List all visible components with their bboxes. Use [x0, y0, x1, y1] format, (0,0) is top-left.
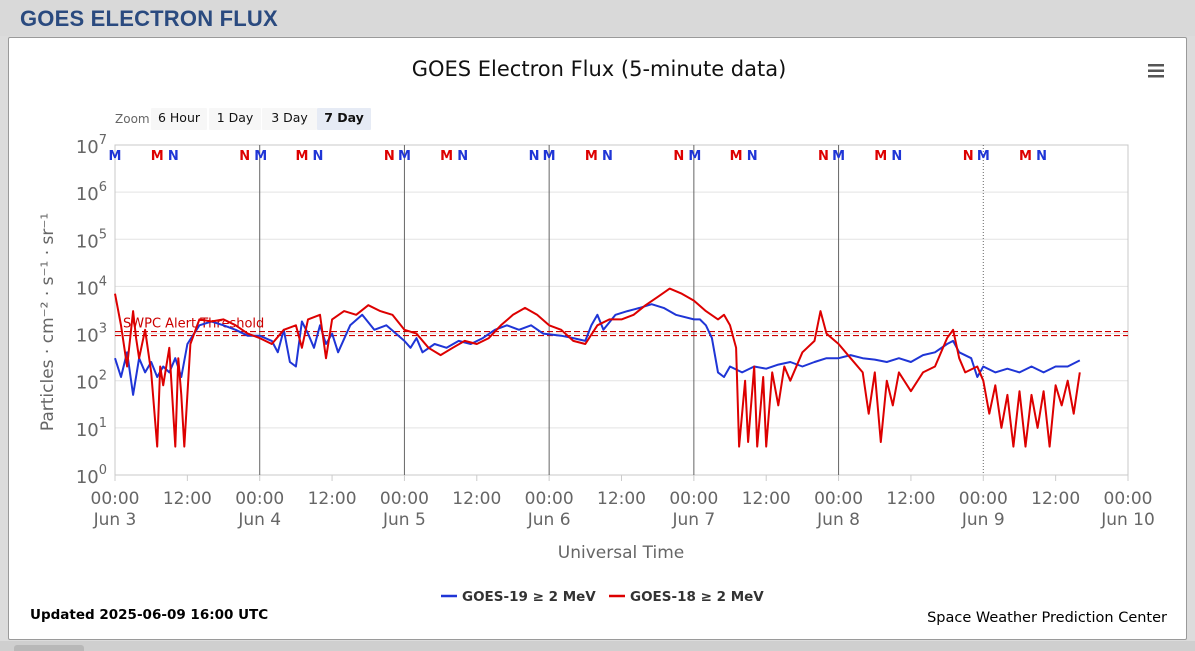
- noon-midnight-marker: M: [977, 149, 990, 164]
- x-tick-time: 12:00: [452, 489, 501, 509]
- noon-midnight-marker: N: [963, 149, 974, 164]
- zoom-button-label: 7 Day: [324, 110, 364, 125]
- x-tick-time: 00:00: [235, 489, 284, 509]
- chart-title: GOES Electron Flux (5-minute data): [412, 57, 787, 81]
- x-tick-time: 12:00: [1031, 489, 1080, 509]
- x-tick-date: Jun 9: [961, 510, 1005, 530]
- x-tick-date: Jun 7: [671, 510, 715, 530]
- noon-midnight-marker: M: [832, 149, 845, 164]
- hamburger-menu-icon[interactable]: [1148, 64, 1164, 78]
- noon-midnight-marker: M: [688, 149, 701, 164]
- noon-midnight-marker: M: [254, 149, 267, 164]
- y-axis-label: Particles · cm⁻² · s⁻¹ · sr⁻¹: [38, 213, 58, 431]
- noon-midnight-marker: N: [384, 149, 395, 164]
- updated-timestamp: Updated 2025-06-09 16:00 UTC: [30, 607, 268, 623]
- series-line-goes-19: [114, 303, 1081, 396]
- header-bar: GOES ELECTRON FLUX: [0, 0, 1195, 36]
- x-tick-date: Jun 6: [527, 510, 571, 530]
- chart-legend: GOES-19 ≥ 2 MeV GOES-18 ≥ 2 MeV: [441, 589, 764, 605]
- zoom-button-label: 1 Day: [217, 110, 254, 125]
- y-tick-label: 107: [76, 133, 107, 158]
- x-tick-time: 12:00: [742, 489, 791, 509]
- x-axis-label: Universal Time: [558, 543, 684, 563]
- zoom-button-label: 3 Day: [271, 110, 308, 125]
- noon-midnight-marker: N: [602, 149, 613, 164]
- noon-midnight-marker: N: [818, 149, 829, 164]
- noon-midnight-marker: M: [874, 149, 887, 164]
- zoom-button-6-hour[interactable]: 6 Hour: [151, 108, 207, 130]
- chart-panel: GOES Electron Flux (5-minute data) Zoom …: [8, 37, 1187, 640]
- y-tick-label: 101: [76, 416, 107, 441]
- legend-item[interactable]: GOES-19 ≥ 2 MeV: [441, 589, 596, 605]
- zoom-selector: Zoom 6 Hour 1 Day 3 Day 7 Day: [115, 108, 371, 130]
- noon-midnight-marker: N: [891, 149, 902, 164]
- x-tick-time: 00:00: [525, 489, 574, 509]
- y-tick-label: 103: [76, 322, 107, 347]
- series-line-goes-18: [114, 287, 1081, 448]
- zoom-button-3-day[interactable]: 3 Day: [262, 108, 317, 130]
- page-heading: GOES ELECTRON FLUX: [20, 6, 278, 31]
- x-tick-time: 12:00: [163, 489, 212, 509]
- x-tick-date: Jun 4: [237, 510, 281, 530]
- zoom-button-label: 6 Hour: [158, 110, 201, 125]
- noon-midnight-marker: N: [168, 149, 179, 164]
- x-tick-time: 12:00: [597, 489, 646, 509]
- x-tick-time: 12:00: [308, 489, 357, 509]
- x-tick-date: Jun 10: [1100, 510, 1155, 530]
- noon-midnight-marker: N: [313, 149, 324, 164]
- legend-label: GOES-19 ≥ 2 MeV: [462, 589, 596, 605]
- x-tick-date: Jun 8: [816, 510, 860, 530]
- noon-midnight-marker: M: [109, 149, 122, 164]
- x-tick-date: Jun 3: [93, 510, 137, 530]
- x-tick-time: 00:00: [669, 489, 718, 509]
- x-tick-time: 00:00: [1104, 489, 1153, 509]
- legend-label: GOES-18 ≥ 2 MeV: [630, 589, 764, 605]
- noon-midnight-marker: M: [585, 149, 598, 164]
- noon-midnight-marker: N: [747, 149, 758, 164]
- x-tick-time: 00:00: [814, 489, 863, 509]
- y-tick-label: 102: [76, 369, 107, 394]
- noon-midnight-marker: M: [151, 149, 164, 164]
- plot-border: [114, 144, 1129, 476]
- noon-midnight-marker: N: [529, 149, 540, 164]
- bottom-scroll-bar: [0, 641, 1195, 651]
- noon-midnight-marker: N: [1036, 149, 1047, 164]
- y-tick-label: 105: [76, 227, 107, 252]
- zoom-label: Zoom: [115, 112, 150, 126]
- y-tick-label: 104: [76, 274, 107, 299]
- x-tick-time: 00:00: [959, 489, 1008, 509]
- noon-midnight-marker: N: [673, 149, 684, 164]
- bottom-tab[interactable]: [14, 645, 84, 651]
- x-tick-date: Jun 5: [382, 510, 426, 530]
- credit-text: Space Weather Prediction Center: [927, 610, 1167, 626]
- y-tick-label: 106: [76, 180, 107, 205]
- zoom-button-7-day[interactable]: 7 Day: [317, 108, 371, 130]
- noon-midnight-marker: M: [730, 149, 743, 164]
- x-tick-time: 12:00: [886, 489, 935, 509]
- noon-midnight-marker: N: [239, 149, 250, 164]
- y-tick-label: 100: [76, 463, 107, 488]
- noon-midnight-marker: M: [440, 149, 453, 164]
- x-tick-time: 00:00: [91, 489, 140, 509]
- noon-midnight-marker: M: [295, 149, 308, 164]
- legend-item[interactable]: GOES-18 ≥ 2 MeV: [609, 589, 764, 605]
- noon-midnight-marker: M: [543, 149, 556, 164]
- noon-midnight-marker: M: [1019, 149, 1032, 164]
- noon-midnight-marker: M: [398, 149, 411, 164]
- noon-midnight-marker: N: [457, 149, 468, 164]
- electron-flux-chart: GOES Electron Flux (5-minute data) Zoom …: [30, 57, 1167, 626]
- x-tick-time: 00:00: [380, 489, 429, 509]
- zoom-button-1-day[interactable]: 1 Day: [209, 108, 261, 130]
